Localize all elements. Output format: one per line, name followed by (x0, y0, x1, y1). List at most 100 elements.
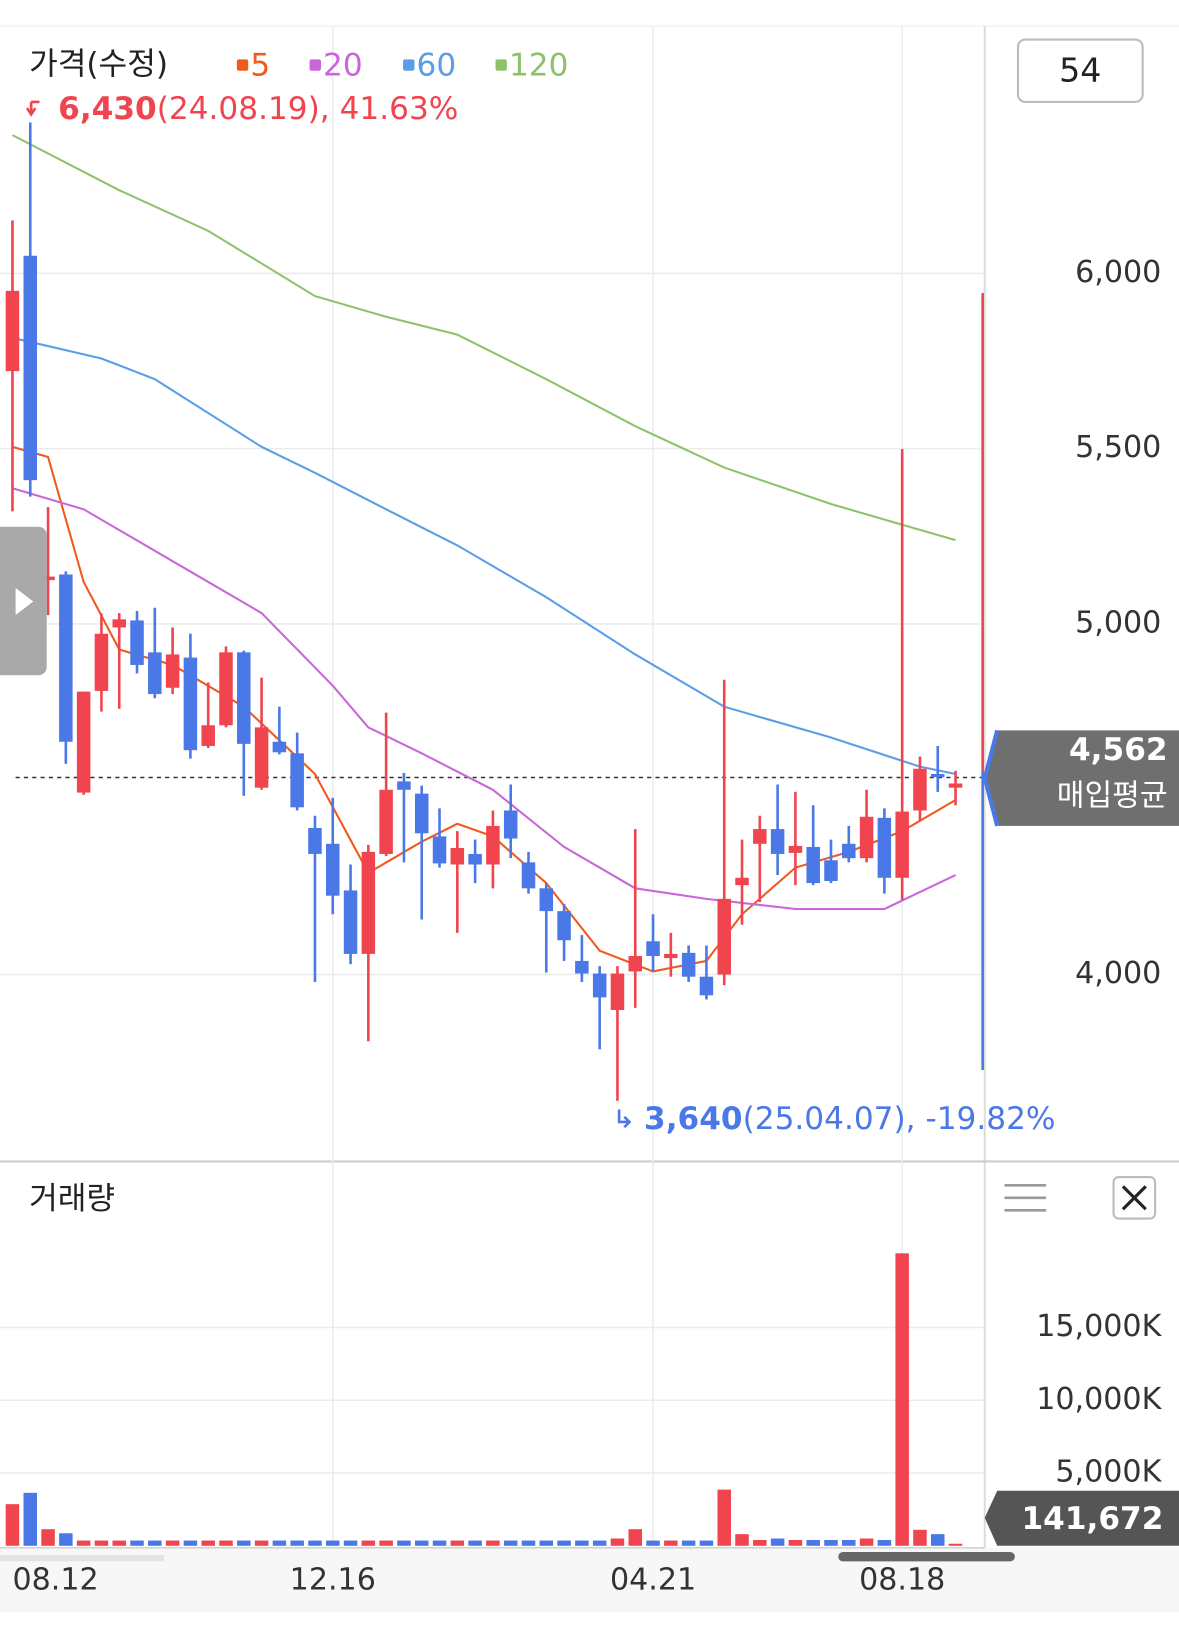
volume-bar (681, 1540, 696, 1546)
volume-bar (201, 1540, 215, 1546)
candle-body (130, 620, 144, 665)
volume-bar (23, 1492, 38, 1546)
candle-body (254, 727, 269, 788)
volume-bar (254, 1540, 269, 1546)
avg-label: 매입평균 (1057, 778, 1168, 813)
max-arrow (25, 100, 40, 117)
moving-average-line (12, 445, 957, 973)
volume-bar (237, 1540, 251, 1546)
candle-body (592, 973, 607, 998)
volume-bar (895, 1253, 909, 1546)
volume-title: 거래량 (29, 1181, 115, 1217)
volume-bar (557, 1540, 571, 1546)
scroll-thumb[interactable] (838, 1552, 1015, 1562)
candle-body (628, 956, 643, 972)
scroll-track (0, 1555, 165, 1562)
grid (0, 26, 985, 1548)
candle-body (237, 652, 251, 744)
candle-body (23, 255, 38, 481)
volume-bar (575, 1540, 589, 1546)
max-text: (24.08.19), 41.63% (157, 91, 459, 127)
candle-body (326, 843, 340, 896)
candle-body (575, 960, 589, 974)
candle-body (948, 783, 963, 788)
candle-body (557, 911, 571, 941)
volume-bar (183, 1540, 198, 1546)
min-arrow (617, 1109, 632, 1129)
last-volume: 141,672 (1021, 1501, 1163, 1537)
volume-bar (664, 1540, 678, 1546)
last-volume-box (984, 1490, 1179, 1546)
candle-body (824, 860, 838, 881)
y-tick-label: 6,000 (1075, 255, 1161, 290)
x-tick-label: 08.12 (12, 1563, 98, 1598)
candle-body (112, 619, 126, 628)
candle-body (59, 574, 73, 742)
volume-tick-label: 10,000K (1036, 1382, 1162, 1417)
legend-swatch (309, 59, 321, 71)
volume-bar (432, 1540, 447, 1546)
candle-body (521, 862, 536, 889)
volume-bar (290, 1540, 304, 1546)
candle-body (308, 828, 322, 854)
x-tick-label: 04.21 (610, 1563, 696, 1598)
candle-body (183, 657, 198, 751)
candle-body (699, 976, 714, 996)
candle-body (41, 576, 55, 581)
marks (5, 122, 985, 1546)
candle-body (895, 811, 909, 878)
candle-body (397, 781, 411, 790)
volume-bar (913, 1529, 927, 1546)
min-text: (25.04.07), -19.82% (743, 1101, 1056, 1137)
legend-label: 120 (509, 48, 568, 84)
volume-bar (646, 1540, 660, 1546)
close-x (1121, 1185, 1147, 1211)
counter-box[interactable] (1016, 38, 1144, 103)
volume-bar (94, 1540, 109, 1546)
candle-body (788, 845, 803, 853)
candle-body (432, 836, 447, 864)
max-value: 6,430 (58, 91, 157, 127)
volume-bar (717, 1489, 731, 1546)
candle-body (468, 853, 482, 865)
legend-swatch (236, 59, 249, 71)
candle-body (539, 888, 554, 912)
candle-body (770, 829, 785, 854)
close-button[interactable] (1112, 1175, 1157, 1220)
moving-average-line (12, 336, 956, 776)
volume-bar (503, 1540, 518, 1546)
candle-body (272, 741, 287, 753)
volume-bar (806, 1539, 820, 1546)
x-tick-label: 12.16 (290, 1563, 376, 1598)
volume-bar (824, 1539, 838, 1546)
candle-body (859, 816, 874, 859)
candle-body (877, 817, 892, 878)
candle-body (486, 825, 500, 865)
candle-body (165, 654, 180, 688)
volume-bar (41, 1529, 55, 1546)
candle-body (414, 793, 429, 834)
volume-bar (877, 1539, 892, 1546)
candle-body (94, 633, 109, 691)
candle-body (503, 810, 518, 839)
legend-label: 5 (250, 48, 270, 84)
counter[interactable]: 54 (1059, 50, 1101, 89)
volume-bar (735, 1534, 749, 1546)
min-value: 3,640 (644, 1101, 743, 1137)
min-annotation: 3,640(25.04.07), -19.82% (644, 1101, 1055, 1137)
x-tick-label: 08.18 (859, 1563, 945, 1598)
volume-bar (379, 1540, 393, 1546)
moving-average-line (11, 134, 956, 542)
candle-body (842, 843, 856, 859)
volume-bar (610, 1538, 625, 1546)
avg-value: 4,562 (1069, 732, 1168, 768)
menu-icon[interactable] (1004, 1184, 1047, 1212)
candle-body (646, 941, 660, 957)
candle-body (681, 952, 696, 977)
candle-body (5, 290, 20, 372)
legend: 5 20 60 120 (236, 48, 568, 84)
volume-bar (5, 1504, 20, 1546)
volume-bar (450, 1540, 465, 1546)
legend-label: 20 (323, 48, 363, 84)
candle-body (806, 846, 820, 884)
